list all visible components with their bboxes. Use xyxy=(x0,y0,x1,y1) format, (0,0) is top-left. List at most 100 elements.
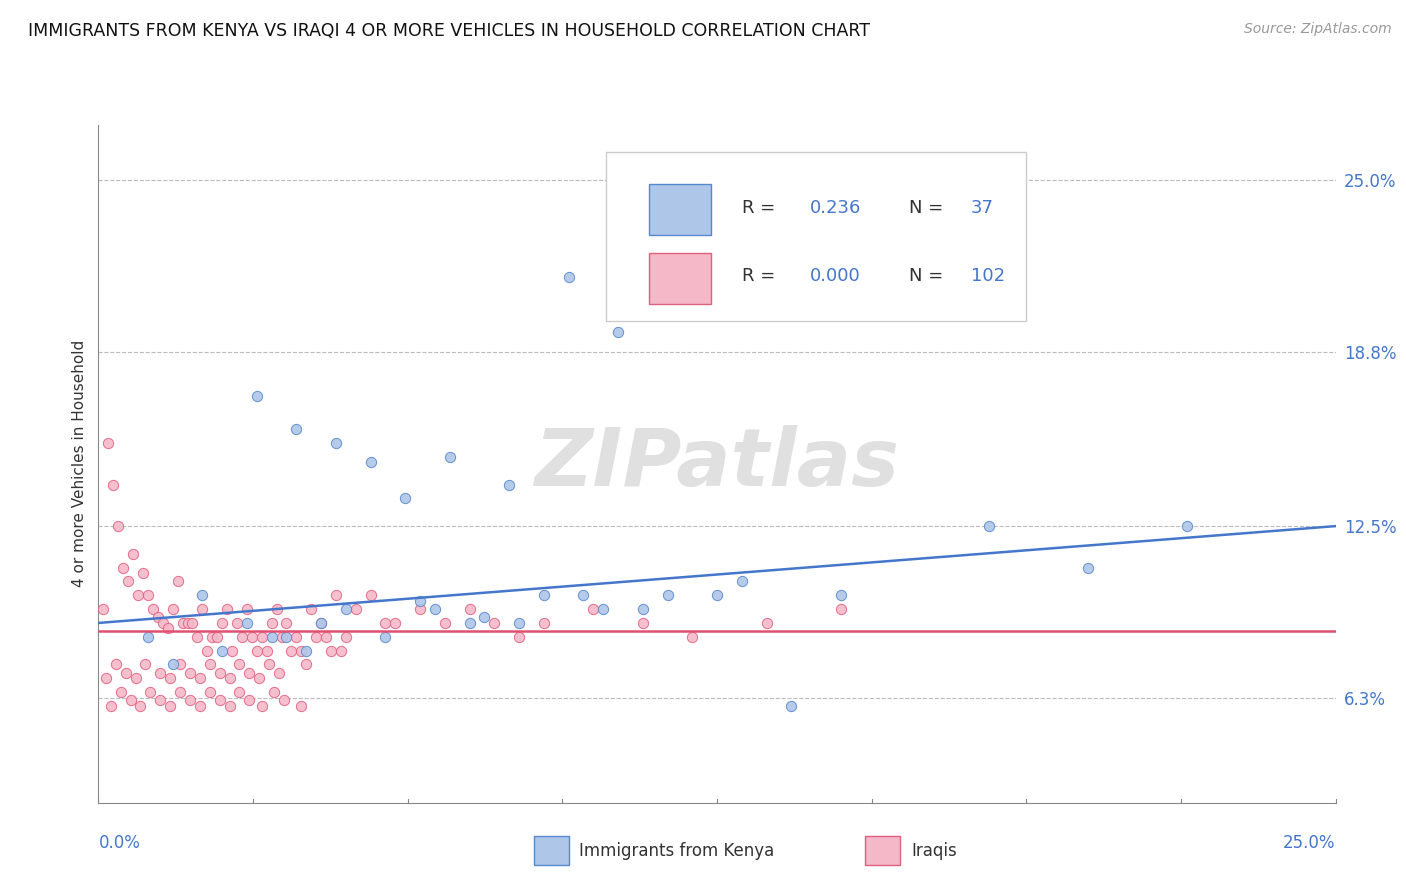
Point xyxy=(188,671,211,685)
Point xyxy=(127,588,149,602)
Point xyxy=(169,657,191,672)
Point xyxy=(142,602,165,616)
Point xyxy=(198,685,221,699)
Point xyxy=(104,657,127,672)
Point xyxy=(309,615,332,630)
Point xyxy=(149,693,172,707)
Point xyxy=(295,657,318,672)
Point xyxy=(290,698,312,713)
Point xyxy=(384,615,406,630)
Text: R =: R = xyxy=(742,268,780,285)
Point xyxy=(830,588,852,602)
Point xyxy=(166,574,188,589)
Text: Source: ZipAtlas.com: Source: ZipAtlas.com xyxy=(1244,22,1392,37)
Point xyxy=(631,615,654,630)
Point xyxy=(409,594,432,608)
Point xyxy=(250,630,273,644)
Point xyxy=(484,615,506,630)
Point xyxy=(319,643,342,657)
Point xyxy=(188,698,211,713)
Point xyxy=(267,665,290,680)
Point xyxy=(270,630,292,644)
Point xyxy=(159,698,181,713)
Text: Immigrants from Kenya: Immigrants from Kenya xyxy=(579,842,775,860)
Point xyxy=(122,547,145,561)
Point xyxy=(607,326,630,340)
Point xyxy=(205,630,228,644)
Point xyxy=(110,685,132,699)
Point xyxy=(257,657,280,672)
Text: 37: 37 xyxy=(970,199,994,217)
Point xyxy=(498,477,520,491)
Point xyxy=(325,588,347,602)
Point xyxy=(240,630,263,644)
Point xyxy=(211,615,233,630)
Text: 0.236: 0.236 xyxy=(810,199,862,217)
Point xyxy=(246,643,269,657)
Point xyxy=(179,665,201,680)
Point xyxy=(159,671,181,685)
Point xyxy=(329,643,352,657)
Text: ZIPatlas: ZIPatlas xyxy=(534,425,900,503)
Point xyxy=(211,643,233,657)
Point xyxy=(533,588,555,602)
Point xyxy=(162,602,184,616)
Text: Iraqis: Iraqis xyxy=(911,842,957,860)
Text: N =: N = xyxy=(908,199,949,217)
Point xyxy=(433,615,456,630)
Point xyxy=(146,610,169,624)
Point xyxy=(208,665,231,680)
Point xyxy=(374,630,396,644)
Text: 0.000: 0.000 xyxy=(810,268,860,285)
Point xyxy=(263,685,285,699)
Point xyxy=(236,602,259,616)
Text: IMMIGRANTS FROM KENYA VS IRAQI 4 OR MORE VEHICLES IN HOUSEHOLD CORRELATION CHART: IMMIGRANTS FROM KENYA VS IRAQI 4 OR MORE… xyxy=(28,22,870,40)
Point xyxy=(325,436,347,450)
Bar xyxy=(650,252,711,303)
Point xyxy=(195,643,218,657)
Point xyxy=(335,602,357,616)
Point xyxy=(250,698,273,713)
Point xyxy=(124,671,146,685)
Point xyxy=(295,643,318,657)
Point xyxy=(139,685,162,699)
Point xyxy=(280,643,302,657)
Point xyxy=(755,615,778,630)
Point xyxy=(114,665,136,680)
Point xyxy=(169,685,191,699)
Point xyxy=(315,630,337,644)
Point xyxy=(218,698,240,713)
Text: 0.0%: 0.0% xyxy=(98,834,141,852)
Point xyxy=(172,615,194,630)
Point xyxy=(260,615,283,630)
Point xyxy=(360,455,382,469)
Point xyxy=(979,519,1001,533)
Text: N =: N = xyxy=(908,268,949,285)
Point xyxy=(374,615,396,630)
Point xyxy=(191,602,214,616)
Point xyxy=(218,671,240,685)
Point xyxy=(631,602,654,616)
Point xyxy=(226,615,249,630)
Point xyxy=(731,574,754,589)
Point xyxy=(238,693,260,707)
Bar xyxy=(650,184,711,235)
Point xyxy=(394,491,416,506)
Point xyxy=(508,630,530,644)
Point xyxy=(508,615,530,630)
Y-axis label: 4 or more Vehicles in Household: 4 or more Vehicles in Household xyxy=(72,340,87,588)
Point xyxy=(103,477,125,491)
Point xyxy=(458,615,481,630)
Point xyxy=(533,615,555,630)
Point xyxy=(136,630,159,644)
Text: R =: R = xyxy=(742,199,780,217)
Point xyxy=(1175,519,1198,533)
Point xyxy=(285,422,308,436)
Point xyxy=(149,665,172,680)
Point xyxy=(285,630,308,644)
Point xyxy=(582,602,605,616)
Point xyxy=(134,657,156,672)
Point xyxy=(706,588,728,602)
Point xyxy=(152,615,174,630)
Point xyxy=(191,588,214,602)
